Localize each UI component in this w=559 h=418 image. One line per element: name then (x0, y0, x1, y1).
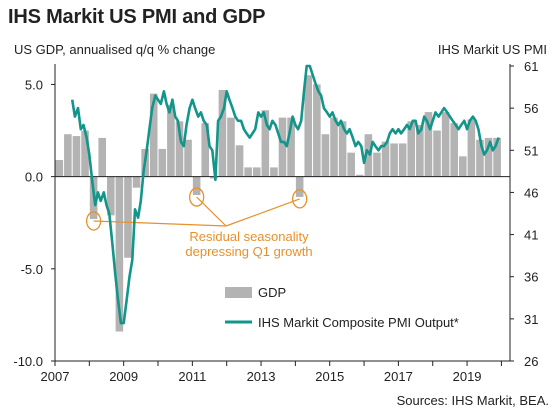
gdp-bar (295, 176, 304, 197)
y-right-tick-label: 56 (524, 101, 538, 116)
y-right-tick-label: 46 (524, 185, 538, 200)
gdp-bar (252, 167, 261, 177)
y-right-tick-label: 31 (524, 312, 538, 327)
annotation-circle (189, 187, 205, 207)
x-tick-label: 2015 (315, 369, 344, 384)
y-axis-right-label: IHS Markit US PMI (437, 42, 547, 57)
gdp-bar (72, 136, 81, 177)
gdp-bar (424, 112, 433, 177)
gdp-bar (330, 117, 338, 177)
annotation-text: Residual seasonality (189, 229, 309, 244)
gdp-bar (201, 123, 210, 177)
y-right-tick-label: 36 (524, 270, 538, 285)
gdp-bar (287, 117, 295, 177)
gdp-bar (192, 176, 201, 196)
gdp-bar (373, 152, 381, 177)
y-right-tick-label: 41 (524, 228, 538, 243)
pmi-line-group (70, 64, 500, 325)
gdp-bar (467, 119, 476, 177)
gdp-bar (364, 134, 373, 177)
gdp-bar (115, 176, 124, 332)
x-tick-label: 2007 (41, 369, 70, 384)
gdp-bar (167, 104, 175, 177)
gdp-bar (64, 134, 72, 177)
x-tick-label: 2017 (384, 369, 413, 384)
gdp-bar (235, 145, 244, 177)
gdp-bar (476, 139, 484, 177)
gdp-bar (175, 121, 184, 177)
gdp-bar (218, 89, 227, 177)
y-axis-left-label: US GDP, annualised q/q % change (14, 42, 216, 57)
chart-title: IHS Markit US PMI and GDP (8, 6, 266, 28)
gdp-bar (81, 130, 89, 177)
gdp-bar (227, 117, 235, 177)
gdp-bar (124, 176, 132, 258)
x-tick-label: 2011 (178, 369, 206, 384)
gdp-bar (398, 143, 407, 177)
y-left-tick-label: -5.0 (21, 262, 43, 277)
gdp-bar (338, 121, 347, 177)
annotation-leader-line (196, 196, 227, 227)
gdp-bars (55, 75, 501, 332)
annotation-leader-line (225, 198, 300, 227)
gdp-bar (184, 139, 192, 177)
x-tick-label: 2019 (453, 369, 482, 384)
source-note: Sources: IHS Markit, BEA. (396, 393, 549, 408)
y-right-tick-label: 26 (524, 354, 538, 369)
gdp-bar (355, 174, 364, 177)
gdp-bar (55, 160, 64, 177)
gdp-bar (278, 117, 287, 177)
gdp-bar (132, 176, 141, 188)
y-right-tick-label: 61 (524, 59, 538, 74)
gdp-bar (407, 121, 416, 177)
y-left-tick-label: -10.0 (13, 354, 43, 369)
gdp-bar (244, 167, 252, 177)
gdp-bar (484, 137, 493, 177)
legend-pmi-label: IHS Markit Composite PMI Output* (258, 315, 459, 330)
annotation-leader-line (93, 220, 227, 227)
annotation-text: depressing Q1 growth (185, 244, 312, 259)
gdp-bar (210, 176, 218, 179)
gdp-bar (261, 110, 270, 177)
gdp-bar (107, 176, 115, 216)
gdp-bar (304, 75, 313, 177)
gdp-bar (98, 137, 107, 177)
legend-gdp-swatch (225, 287, 252, 298)
x-tick-label: 2009 (109, 369, 138, 384)
gdp-bar (313, 84, 321, 177)
annotation-circle (292, 189, 308, 209)
gdp-bar (441, 112, 450, 177)
gdp-bar (270, 167, 278, 177)
gdp-bar (158, 148, 167, 177)
gdp-bar (458, 156, 467, 177)
gdp-bar (390, 143, 398, 177)
gdp-bar (493, 137, 501, 177)
axes: 2007 2009 2011 2013 2015 2017 2019 5.0 0.0 -5.0 -1… (13, 59, 538, 384)
gdp-bar (347, 152, 355, 177)
y-right-tick-label: 51 (524, 143, 538, 158)
gdp-bar (416, 125, 424, 177)
y-left-tick-label: 5.0 (25, 77, 43, 92)
gdp-bar (381, 141, 390, 177)
legend: GDP IHS Markit Composite PMI Output* (225, 285, 459, 330)
gdp-bar (450, 123, 458, 177)
gdp-bar (433, 130, 441, 177)
legend-gdp-label: GDP (258, 285, 286, 300)
x-tick-label: 2013 (247, 369, 276, 384)
gdp-bar (321, 134, 330, 177)
pmi-line (70, 64, 500, 325)
gdp-bar (149, 93, 158, 177)
y-left-tick-label: 0.0 (25, 170, 43, 185)
